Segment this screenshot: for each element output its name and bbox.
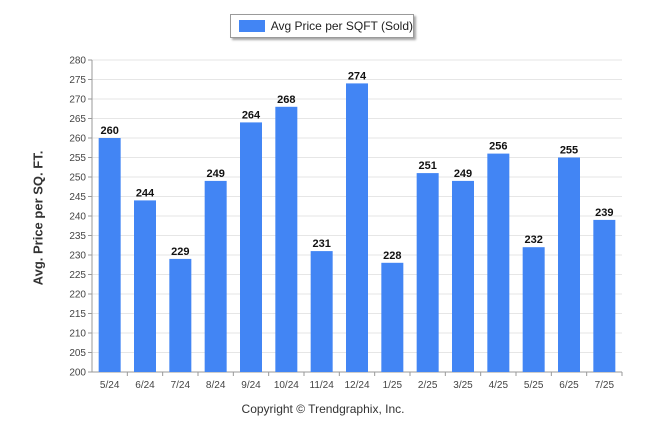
legend-swatch: [239, 20, 265, 32]
x-tick-label: 6/24: [135, 380, 155, 391]
copyright-text: Copyright © Trendgraphix, Inc.: [241, 402, 405, 416]
y-tick-label: 225: [69, 270, 86, 281]
bar: [416, 173, 439, 372]
bar-data-label: 255: [560, 145, 578, 157]
bar-data-label: 268: [277, 94, 295, 106]
bar: [98, 138, 121, 372]
y-tick-label: 245: [69, 192, 86, 203]
y-tick-label: 260: [69, 134, 86, 145]
bar-data-label: 249: [454, 168, 472, 180]
x-tick-label: 10/24: [274, 380, 299, 391]
bar: [381, 262, 404, 372]
bar-data-label: 228: [383, 250, 401, 262]
y-tick-label: 275: [69, 75, 86, 86]
bar-data-label: 251: [418, 160, 436, 172]
x-tick-label: 5/24: [100, 380, 120, 391]
x-tick-label: 8/24: [206, 380, 226, 391]
y-tick-label: 210: [69, 329, 86, 340]
bar-data-label: 264: [242, 109, 261, 121]
y-tick-label: 205: [69, 348, 86, 359]
y-tick-label: 255: [69, 153, 86, 164]
bar-data-label: 229: [171, 246, 189, 258]
y-tick-label: 270: [69, 95, 86, 106]
y-tick-label: 215: [69, 309, 86, 320]
bar-data-label: 232: [524, 234, 542, 246]
legend-label: Avg Price per SQFT (Sold): [270, 19, 413, 33]
x-tick-label: 7/25: [595, 380, 615, 391]
bar: [240, 122, 262, 373]
x-tick-label: 9/24: [241, 380, 261, 391]
bar: [310, 251, 333, 372]
bar: [452, 180, 474, 372]
y-tick-label: 250: [69, 173, 86, 184]
bar: [134, 200, 156, 372]
x-tick-label: 4/25: [489, 380, 509, 391]
x-tick-label: 12/24: [344, 380, 369, 391]
bar: [169, 258, 192, 372]
x-tick-label: 5/25: [524, 380, 544, 391]
chart-legend: Avg Price per SQFT (Sold): [230, 14, 414, 38]
bar-data-label: 256: [489, 141, 507, 153]
bar-data-label: 231: [312, 238, 330, 250]
bar-data-label: 239: [595, 207, 613, 219]
y-tick-label: 220: [69, 290, 86, 301]
x-tick-label: 11/24: [310, 380, 335, 391]
y-tick-label: 235: [69, 231, 86, 242]
bar: [558, 157, 580, 372]
bar-data-label: 244: [136, 187, 155, 199]
y-tick-label: 265: [69, 114, 86, 125]
bar-data-label: 274: [348, 70, 367, 82]
x-tick-label: 2/25: [418, 380, 438, 391]
bar: [522, 247, 545, 372]
y-tick-label: 200: [69, 368, 86, 379]
y-tick-label: 240: [69, 212, 86, 223]
bar: [204, 180, 227, 372]
x-tick-label: 1/25: [383, 380, 403, 391]
bar-data-label: 249: [206, 168, 224, 180]
bar-data-label: 260: [100, 125, 118, 137]
bar: [487, 153, 510, 372]
x-tick-label: 6/25: [559, 380, 579, 391]
x-tick-label: 3/25: [453, 380, 473, 391]
bar: [593, 219, 616, 372]
y-tick-label: 280: [69, 56, 86, 67]
bar: [275, 106, 298, 373]
y-tick-label: 230: [69, 251, 86, 262]
bar: [346, 83, 368, 373]
x-tick-label: 7/24: [171, 380, 191, 391]
